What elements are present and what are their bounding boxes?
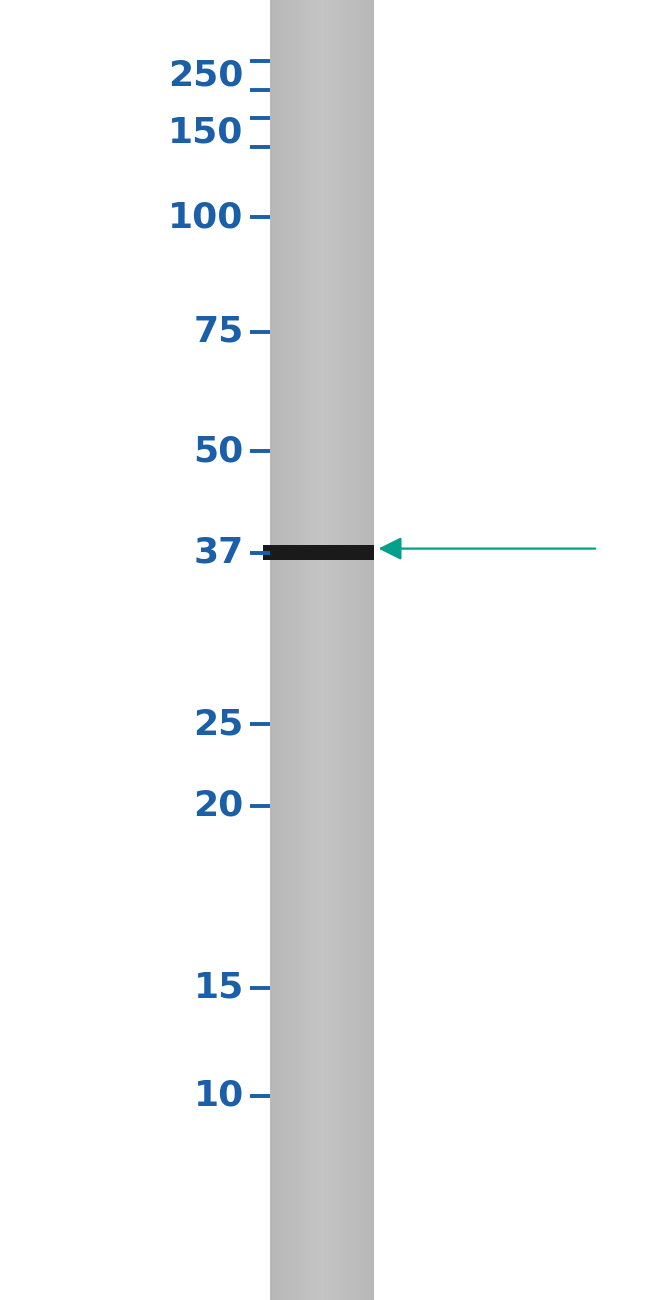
Text: 100: 100 xyxy=(168,200,244,234)
Text: 250: 250 xyxy=(168,58,244,92)
Text: 75: 75 xyxy=(194,315,244,348)
Text: 20: 20 xyxy=(194,789,244,823)
Text: 150: 150 xyxy=(168,116,244,150)
Text: 15: 15 xyxy=(194,971,244,1005)
Text: 10: 10 xyxy=(194,1079,244,1113)
Bar xyxy=(263,545,374,560)
Text: 50: 50 xyxy=(194,434,244,468)
Text: 37: 37 xyxy=(194,536,244,569)
Text: 25: 25 xyxy=(194,707,244,741)
